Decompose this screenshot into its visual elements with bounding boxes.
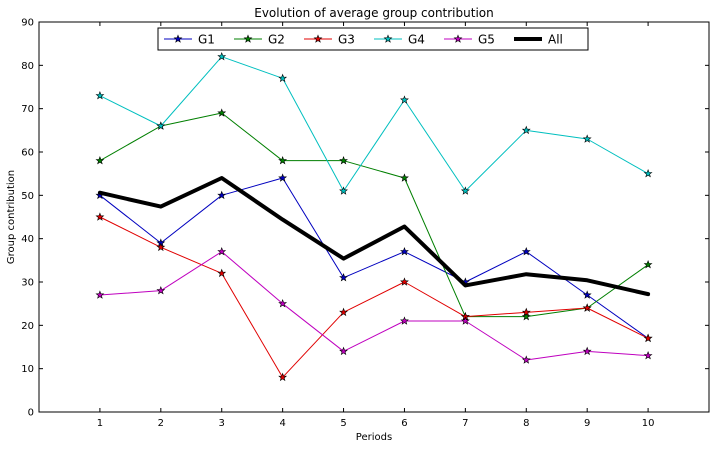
data-point-g5 [521, 355, 531, 364]
series-line-g5 [99, 251, 649, 361]
y-tick-label: 50 [21, 191, 34, 202]
data-point-g1 [278, 173, 288, 182]
data-point-g4 [521, 125, 531, 135]
data-point-g1 [582, 290, 592, 299]
x-tick-label: 10 [642, 418, 655, 429]
data-point-g5 [460, 316, 470, 325]
x-tick-label: 4 [279, 418, 285, 429]
series-line-g1 [99, 177, 649, 339]
data-point-g4 [400, 95, 409, 104]
y-tick-label: 0 [28, 408, 34, 419]
data-point-g2 [521, 312, 531, 321]
x-tick-label: 1 [97, 418, 103, 429]
chart-title: Evolution of average group contribution [254, 6, 493, 20]
data-point-g2 [339, 156, 348, 165]
data-point-g4 [582, 134, 592, 143]
data-point-g4 [95, 91, 105, 100]
series-line-all [97, 176, 651, 297]
data-point-g5 [95, 290, 105, 299]
legend-box [157, 27, 589, 51]
legend-label-g3: G3 [338, 33, 355, 47]
data-point-g3 [156, 242, 166, 252]
legend-marker-g3 [313, 34, 323, 43]
data-point-g3 [278, 372, 288, 382]
data-point-g5 [643, 351, 653, 360]
legend-marker-g4 [383, 34, 393, 43]
data-point-g4 [156, 121, 166, 130]
data-point-g4 [278, 73, 288, 83]
y-tick-label: 90 [21, 18, 34, 29]
y-tick-label: 70 [21, 104, 34, 115]
data-point-g5 [339, 346, 348, 356]
legend-label-g5: G5 [478, 33, 495, 47]
plot-frame [38, 21, 710, 413]
x-tick-label: 3 [219, 418, 225, 429]
data-point-g4 [460, 186, 470, 195]
data-point-g4 [643, 169, 653, 178]
data-point-g1 [400, 247, 409, 256]
data-point-g5 [156, 286, 166, 295]
x-tick-label: 5 [340, 418, 346, 429]
x-tick-label: 7 [462, 418, 468, 429]
data-point-g4 [217, 52, 227, 61]
y-axis-label: Group contribution [6, 170, 17, 264]
data-point-g3 [521, 307, 531, 317]
x-tick-label: 2 [158, 418, 164, 429]
x-tick-label: 6 [401, 418, 407, 429]
legend-marker-g2 [243, 34, 253, 43]
legend-label-g4: G4 [408, 33, 425, 47]
data-point-g1 [217, 190, 227, 200]
y-tick-label: 10 [21, 364, 34, 375]
series-line-g2 [99, 112, 649, 318]
x-tick-label: 9 [584, 418, 590, 429]
data-point-g5 [582, 346, 592, 356]
legend-label-g2: G2 [268, 33, 285, 47]
data-point-g5 [217, 247, 227, 256]
series-line-g3 [99, 216, 649, 378]
data-point-g3 [95, 212, 105, 221]
data-point-g3 [582, 303, 592, 312]
y-tick-label: 30 [21, 278, 34, 289]
plot-area: 0 10 20 30 40 50 60 70 80 90 1 2 3 4 5 6 7 8 9 10 [21, 18, 710, 429]
data-point-g4 [339, 186, 348, 195]
data-point-g2 [400, 173, 409, 182]
legend-marker-g5 [453, 34, 463, 43]
data-point-g2 [217, 108, 227, 117]
data-point-g1 [521, 247, 531, 256]
y-tick-label: 60 [21, 148, 34, 159]
data-point-g3 [643, 333, 653, 343]
data-point-g3 [339, 307, 348, 317]
y-tick-label: 20 [21, 321, 34, 332]
legend-marker-g1 [173, 34, 183, 43]
data-point-g1 [339, 273, 348, 282]
legend: G1 G2 G3 G4 G5 All [157, 27, 589, 51]
series-line-g4 [99, 56, 649, 192]
x-axis-label: Periods [356, 432, 392, 443]
legend-label-all: All [548, 33, 563, 47]
data-point-g2 [278, 156, 288, 165]
data-point-g3 [217, 268, 227, 278]
data-point-g5 [400, 316, 409, 325]
y-tick-label: 40 [21, 234, 34, 245]
y-tick-label: 80 [21, 61, 34, 72]
legend-label-g1: G1 [198, 33, 215, 47]
data-point-g5 [278, 299, 288, 308]
x-tick-label: 8 [523, 418, 529, 429]
data-point-g2 [643, 260, 653, 269]
data-point-g2 [95, 156, 105, 165]
data-point-g3 [400, 277, 409, 286]
